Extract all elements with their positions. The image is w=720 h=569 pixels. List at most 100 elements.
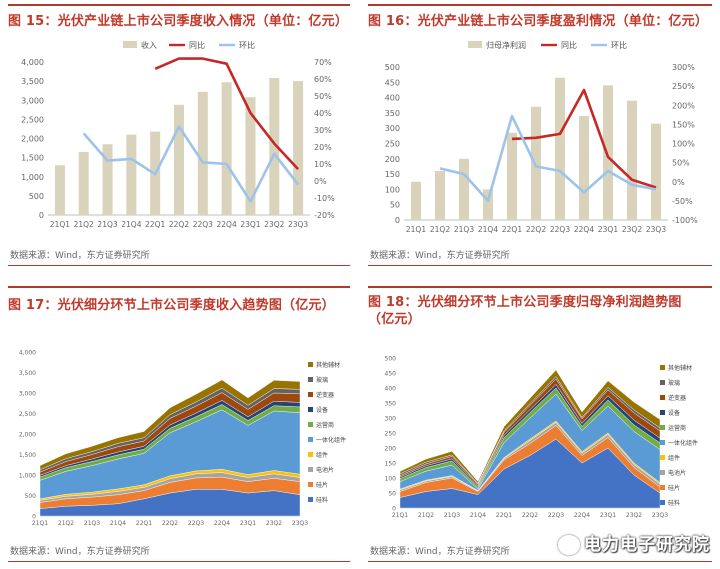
x-tick-label: 22Q4 [214, 520, 230, 527]
bar [482, 189, 494, 220]
x-tick-label: 22Q4 [574, 512, 590, 519]
legend-swatch [660, 380, 665, 385]
x-tick-label: 22Q1 [496, 512, 512, 519]
legend-label: 硅料 [316, 496, 328, 504]
legend-label: 环比 [239, 40, 255, 50]
stacked-area-chart-profit: 0 50 100 150 200 250 300 350 400 450 500 21Q1 21Q2 21… [385, 356, 698, 520]
x-tick-label: 21Q4 [478, 225, 498, 234]
y-tick-label-left: 3,000 [21, 96, 44, 105]
y-tick-label-left: 0 [395, 216, 400, 225]
chart-panel-17: 图 17：光伏细分环节上市公司季度收入趋势图（亿元） 0 500 1,000 1,50… [8, 286, 350, 566]
x-tick-label: 22Q3 [188, 520, 204, 527]
legend-swatch [308, 377, 313, 382]
x-tick-label: 21Q4 [110, 520, 126, 527]
x-tick-label: 21Q3 [97, 220, 117, 229]
legend-swatch [660, 425, 665, 430]
legend-swatch [660, 365, 665, 370]
bar [54, 165, 65, 215]
source-note: 数据来源：Wind，东方证券研究所 [370, 251, 510, 261]
y-tick-label: 4,000 [19, 350, 36, 357]
y-tick-label-left: 100 [385, 185, 400, 194]
y-tick-label-left: 150 [385, 170, 400, 179]
y-tick-label-left: 4,000 [21, 58, 44, 67]
legend-swatch [660, 470, 665, 475]
bar [197, 91, 208, 215]
bar [221, 82, 232, 216]
bar [78, 151, 89, 215]
legend-swatch [660, 500, 665, 505]
x-tick-label: 22Q3 [550, 225, 570, 234]
legend-label: 电池片 [316, 466, 334, 474]
bar [650, 123, 662, 220]
bar [578, 115, 590, 220]
series-line [82, 125, 300, 203]
y-tick-label-right: 50% [672, 159, 690, 168]
y-tick-label-right: 300% [672, 63, 695, 72]
y-tick-label-right: 100% [672, 140, 695, 149]
wechat-icon [558, 535, 580, 555]
x-tick-label: 22Q2 [169, 220, 189, 229]
series-line [511, 88, 657, 189]
bar [554, 77, 566, 221]
title-rule [368, 286, 712, 288]
y-tick-label-right: 0% [672, 178, 685, 187]
bar-line-chart-revenue: 收入 同比 环比 0 500 1,000 1,500 2,000 2,500 3,000 3,500… [21, 40, 335, 229]
bar [602, 85, 614, 220]
x-tick-label: 21Q2 [74, 220, 94, 229]
bar [102, 144, 113, 215]
legend-swatch [660, 455, 665, 460]
x-tick-label: 22Q4 [217, 220, 237, 229]
legend-swatch [308, 392, 313, 397]
y-tick-label-right: -20% [314, 211, 335, 220]
bar-line-chart-profit: 归母净利润 同比 环比 0 50 100 150 200 250 300 350 400 450 500 -… [385, 40, 698, 234]
y-tick-label: 500 [385, 356, 397, 363]
y-tick-label-right: 150% [672, 120, 695, 129]
y-tick-label: 1,500 [19, 452, 36, 459]
x-tick-label: 21Q3 [454, 225, 474, 234]
bar [126, 134, 137, 215]
legend-swatch [308, 422, 313, 427]
bottom-rule [368, 561, 712, 562]
y-tick-label: 3,500 [19, 370, 36, 377]
y-tick-label: 2,000 [19, 432, 36, 439]
y-tick-label: 500 [25, 493, 37, 500]
bar [410, 181, 422, 220]
legend-swatch-bar [123, 41, 137, 48]
y-tick-label-left: 500 [29, 192, 44, 201]
legend-label: 硅片 [316, 481, 328, 489]
legend-swatch [660, 485, 665, 490]
bar [173, 104, 185, 215]
chart-title: 图 15：光伏产业链上市公司季度收入情况（单位：亿元） [8, 14, 349, 29]
y-tick-label: 50 [388, 491, 396, 498]
legend-swatch [308, 362, 313, 367]
x-tick-label: 21Q2 [418, 512, 434, 519]
y-tick-label-right: 200% [672, 101, 695, 110]
x-tick-label: 21Q3 [84, 520, 100, 527]
x-tick-label: 22Q1 [502, 225, 522, 234]
bar [434, 171, 446, 220]
x-tick-label: 23Q1 [600, 512, 616, 519]
y-tick-label-left: 1,500 [21, 154, 44, 163]
legend-swatch [308, 452, 313, 457]
x-tick-label: 23Q3 [652, 512, 668, 519]
legend-swatch [308, 482, 313, 487]
bar [626, 100, 638, 220]
y-tick-label: 100 [385, 476, 397, 483]
y-tick-label-left: 2,000 [21, 135, 44, 144]
legend-label: 一体化组件 [668, 439, 698, 447]
y-tick-label-right: 40% [314, 109, 332, 118]
chart-panel-15: 图 15：光伏产业链上市公司季度收入情况（单位：亿元） 收入 同比 环比 0 500 1,… [8, 0, 350, 270]
bar [293, 81, 304, 215]
y-tick-label: 3,000 [19, 391, 36, 398]
x-tick-label: 23Q2 [626, 512, 642, 519]
x-tick-label: 23Q2 [264, 220, 284, 229]
x-tick-label: 21Q1 [50, 220, 70, 229]
x-tick-label: 21Q1 [406, 225, 426, 234]
legend-swatch [308, 437, 313, 442]
x-tick-label: 21Q3 [444, 512, 460, 519]
y-tick-label: 350 [385, 401, 397, 408]
legend-label: 组件 [316, 451, 328, 459]
y-tick-label-left: 300 [385, 124, 400, 133]
legend-swatch [308, 407, 313, 412]
bottom-rule [8, 561, 350, 562]
